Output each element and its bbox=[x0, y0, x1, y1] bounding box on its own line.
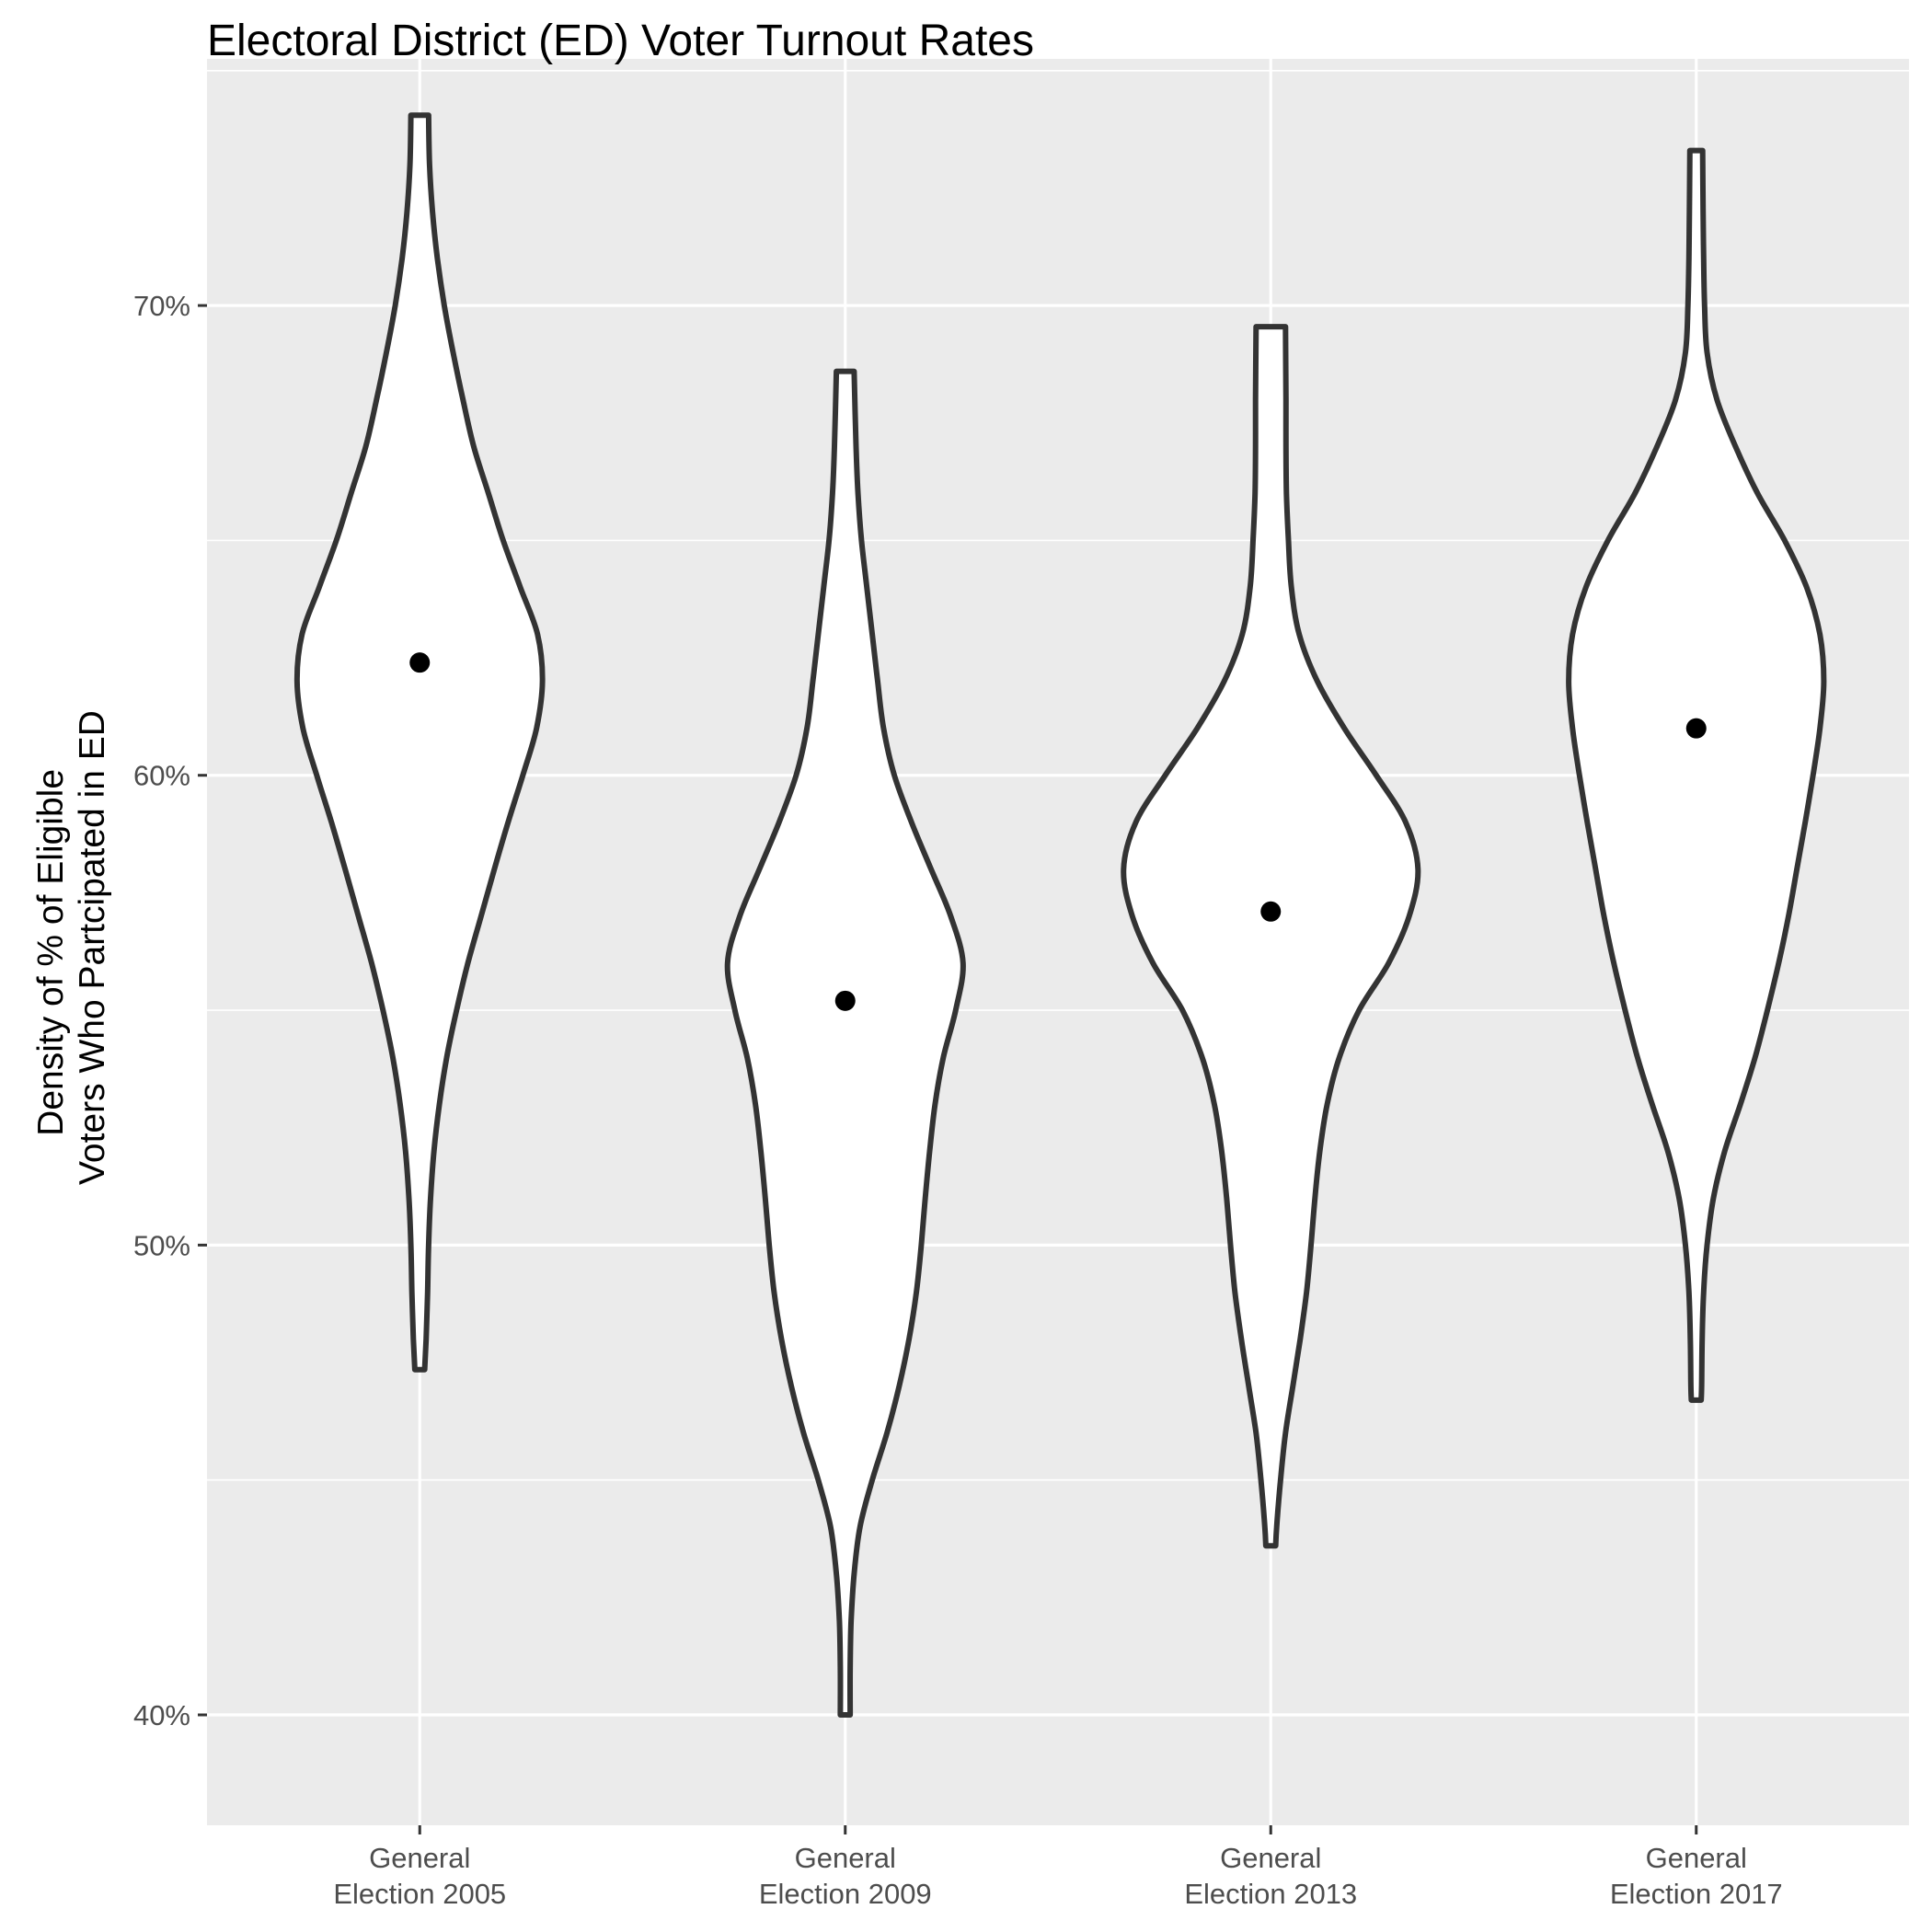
violin-4 bbox=[1566, 147, 1827, 1403]
x-tick-label-line: Election 2005 bbox=[333, 1878, 506, 1910]
violin-3 bbox=[1121, 324, 1421, 1549]
x-tick-label-line: General bbox=[1646, 1842, 1747, 1874]
y-tick-label: 60% bbox=[133, 760, 190, 792]
mean-point-2 bbox=[834, 990, 856, 1011]
x-tick-label: General Election 2009 bbox=[759, 1842, 932, 1910]
chart-title: Electoral District (ED) Voter Turnout Ra… bbox=[207, 17, 1034, 65]
y-axis-title-line-2: Voters Who Partcipated in ED bbox=[73, 710, 112, 1185]
x-tick-label: General Election 2017 bbox=[1610, 1842, 1783, 1910]
y-axis-title: Density of % of Eligible Voters Who Part… bbox=[31, 710, 112, 1185]
x-tick-label-line: Election 2013 bbox=[1184, 1878, 1357, 1910]
y-tick-label: 40% bbox=[133, 1699, 190, 1731]
mean-point-3 bbox=[1260, 901, 1282, 922]
mean-point-4 bbox=[1685, 718, 1707, 739]
y-axis: 40% 50% 60% 70% bbox=[133, 290, 207, 1731]
y-tick-label: 50% bbox=[133, 1229, 190, 1261]
y-tick-label: 70% bbox=[133, 290, 190, 322]
x-tick-label: General Election 2005 bbox=[333, 1842, 506, 1910]
violin-1 bbox=[293, 112, 546, 1373]
violin-layer bbox=[293, 112, 1827, 1718]
x-tick-label-line: Election 2009 bbox=[759, 1878, 932, 1910]
x-tick-label-line: General bbox=[1220, 1842, 1321, 1874]
x-tick-label-line: Election 2017 bbox=[1610, 1878, 1783, 1910]
x-axis: General Election 2005 General Election 2009… bbox=[333, 1825, 1783, 1910]
x-tick-label-line: General bbox=[369, 1842, 470, 1874]
mean-point-1 bbox=[409, 652, 431, 673]
x-tick-label-line: General bbox=[795, 1842, 896, 1874]
x-tick-label: General Election 2013 bbox=[1184, 1842, 1357, 1910]
y-axis-title-line-1: Density of % of Eligible bbox=[31, 769, 71, 1136]
violin-2 bbox=[724, 368, 966, 1718]
